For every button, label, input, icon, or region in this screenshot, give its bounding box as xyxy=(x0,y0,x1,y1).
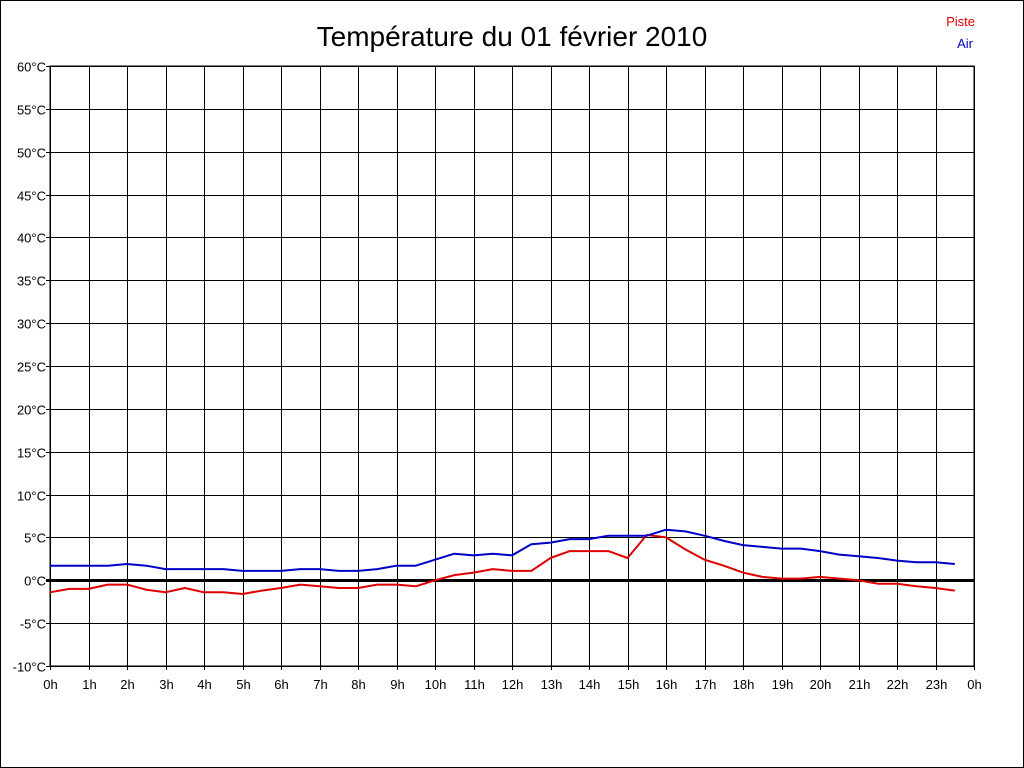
y-tick-label: -5°C xyxy=(20,617,46,632)
x-tick-label: 17h xyxy=(695,677,717,692)
x-tick-label: 20h xyxy=(810,677,832,692)
x-tick-label: 7h xyxy=(313,677,327,692)
y-tick-label: 35°C xyxy=(17,274,46,289)
legend-piste: Piste xyxy=(946,14,975,29)
x-tick-label: 2h xyxy=(120,677,134,692)
chart-title: Température du 01 février 2010 xyxy=(317,21,708,52)
y-tick-label: 15°C xyxy=(17,446,46,461)
y-tick-label: 25°C xyxy=(17,360,46,375)
x-tick-label: 6h xyxy=(274,677,288,692)
y-tick-label: 5°C xyxy=(24,531,46,546)
x-tick-label: 0h xyxy=(967,677,981,692)
grid-lines xyxy=(46,65,975,670)
series-line-air xyxy=(50,528,955,572)
x-tick-label: 22h xyxy=(887,677,909,692)
x-tick-label: 13h xyxy=(541,677,563,692)
y-tick-label: 20°C xyxy=(17,403,46,418)
x-tick-label: 9h xyxy=(390,677,404,692)
axis-ticks: 0h 1h 2h 3h 4h 5h 6h 7h 8h 9h 10h 11h 12h 13h 14h 15h 16… xyxy=(13,60,982,693)
y-tick-label: 10°C xyxy=(17,489,46,504)
x-tick-label: 15h xyxy=(618,677,640,692)
x-tick-label: 19h xyxy=(772,677,794,692)
x-tick-label: 10h xyxy=(425,677,447,692)
x-tick-label: 0h xyxy=(43,677,57,692)
y-tick-label: 60°C xyxy=(17,60,46,75)
legend-air: Air xyxy=(957,36,974,51)
y-tick-label: -10°C xyxy=(13,660,46,675)
y-tick-label: 40°C xyxy=(17,231,46,246)
y-tick-label: 0°C xyxy=(24,574,46,589)
x-tick-label: 1h xyxy=(82,677,96,692)
x-tick-label: 12h xyxy=(502,677,524,692)
x-tick-label: 14h xyxy=(579,677,601,692)
y-tick-label: 30°C xyxy=(17,317,46,332)
series-line-piste xyxy=(49,533,955,595)
y-tick-label: 45°C xyxy=(17,189,46,204)
x-tick-label: 11h xyxy=(464,677,485,692)
series-lines xyxy=(49,528,955,595)
x-tick-label: 8h xyxy=(351,677,365,692)
x-tick-label: 3h xyxy=(159,677,173,692)
y-tick-label: 55°C xyxy=(17,103,46,118)
x-tick-label: 21h xyxy=(849,677,871,692)
x-tick-label: 5h xyxy=(236,677,250,692)
x-tick-label: 16h xyxy=(656,677,678,692)
y-tick-label: 50°C xyxy=(17,146,46,161)
x-tick-label: 4h xyxy=(197,677,211,692)
x-tick-label: 23h xyxy=(926,677,948,692)
x-tick-label: 18h xyxy=(733,677,755,692)
